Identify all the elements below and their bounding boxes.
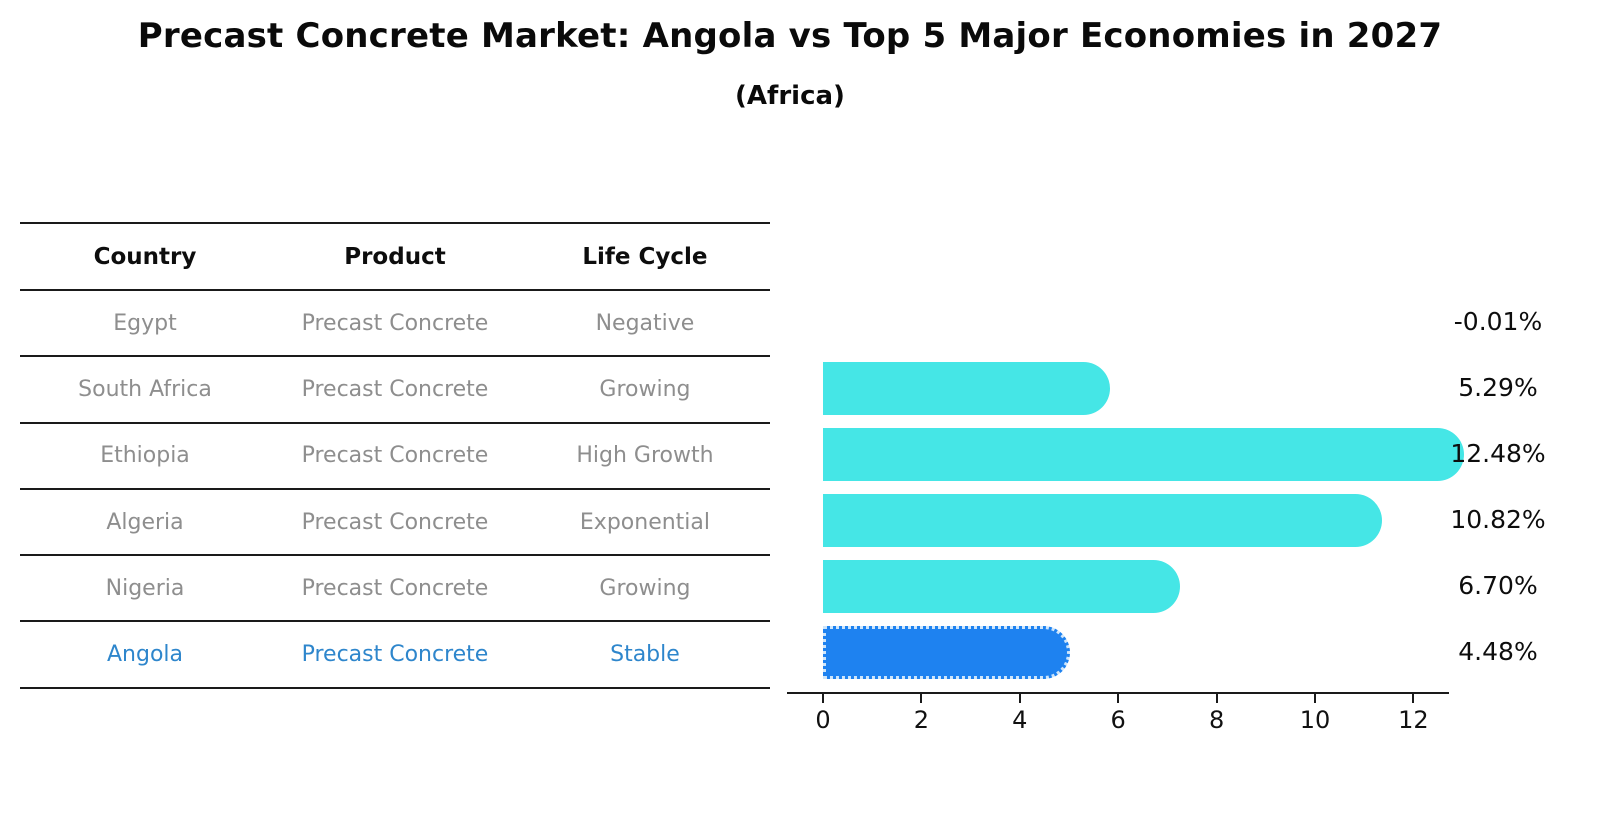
cell-life-cycle: Growing (599, 376, 691, 402)
table-row-angola: Angola Precast Concrete Stable (20, 622, 770, 689)
x-axis-tick (1117, 694, 1120, 703)
col-header-country: Country (93, 243, 197, 270)
cell-life-cycle: Negative (595, 310, 695, 336)
x-axis-tick-label: 8 (1208, 706, 1225, 734)
x-axis-tick (920, 694, 923, 703)
x-axis-tick-label: 0 (815, 706, 831, 734)
cell-product: Precast Concrete (301, 443, 489, 469)
x-axis-tick (1314, 694, 1316, 703)
table-row-south-africa: South Africa Precast Concrete Growing (20, 357, 770, 424)
bar-value-label: 12.48% (1450, 439, 1546, 468)
cell-product: Precast Concrete (301, 642, 489, 668)
cell-country: Ethiopia (100, 443, 190, 469)
x-axis-tick-label: 12 (1398, 706, 1429, 734)
table-row-ethiopia: Ethiopia Precast Concrete High Growth (20, 424, 770, 490)
table-row-algeria: Algeria Precast Concrete Exponential (20, 490, 770, 557)
bar-angola (823, 625, 1071, 679)
cell-product: Precast Concrete (301, 376, 489, 402)
cell-country: Angola (106, 642, 183, 668)
x-axis-tick (1412, 694, 1415, 703)
cell-country: Algeria (106, 509, 184, 535)
x-axis-tick-label: 6 (1110, 706, 1126, 734)
x-axis-tick (1018, 694, 1021, 703)
col-header-product: Product (344, 243, 446, 270)
x-axis-tick-label: 10 (1299, 706, 1331, 734)
table-row-egypt: Egypt Precast Concrete Negative (20, 291, 770, 358)
cell-product: Precast Concrete (301, 509, 489, 535)
bar-ethiopia (823, 427, 1465, 481)
col-header-life-cycle: Life Cycle (582, 243, 708, 270)
x-axis-tick (822, 694, 824, 703)
bar-algeria (823, 493, 1383, 547)
x-axis-tick (1215, 694, 1218, 703)
bar-value-label: 5.29% (1458, 373, 1538, 402)
cell-product: Precast Concrete (301, 575, 489, 601)
bar-value-label: -0.01% (1453, 307, 1543, 336)
cell-life-cycle: Stable (610, 642, 680, 668)
x-axis-line (787, 692, 1449, 694)
country-table: Country Product Life Cycle Egypt Precast… (20, 222, 770, 689)
table-row-nigeria: Nigeria Precast Concrete Growing (20, 556, 770, 623)
table-header-row: Country Product Life Cycle (20, 224, 770, 291)
cell-product: Precast Concrete (301, 310, 489, 336)
cell-country: Nigeria (105, 575, 185, 601)
cell-life-cycle: Exponential (579, 509, 711, 535)
cell-life-cycle: High Growth (576, 443, 714, 469)
cell-country: Egypt (113, 310, 177, 336)
bar-nigeria (823, 559, 1180, 613)
chart-subtitle: (Africa) (735, 81, 845, 111)
bar-value-label: 10.82% (1450, 505, 1546, 534)
chart-title: Precast Concrete Market: Angola vs Top 5… (137, 16, 1443, 56)
cell-life-cycle: Growing (599, 575, 691, 601)
cell-country: South Africa (78, 376, 212, 402)
bar-south-africa (823, 361, 1111, 415)
x-axis-tick-label: 2 (913, 706, 930, 734)
x-axis-tick-label: 4 (1012, 706, 1028, 734)
bar-value-label: 4.48% (1458, 637, 1538, 666)
bar-value-label: 6.70% (1458, 571, 1538, 600)
